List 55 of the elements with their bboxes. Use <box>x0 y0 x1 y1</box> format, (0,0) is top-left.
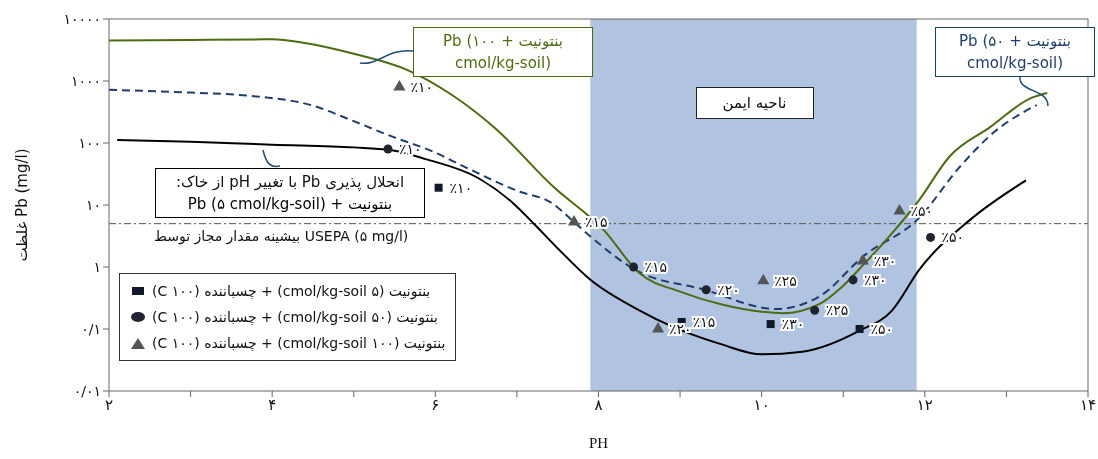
x-tick-label: ۱۲ <box>916 395 933 414</box>
annotation: ٪۲۵ <box>774 272 797 289</box>
y-tick-label: ۱۰ <box>85 196 101 213</box>
annotation: ٪۱۰ <box>399 141 422 158</box>
annotation: ٪۲۰ <box>717 281 740 298</box>
x-tick-label: ۸ <box>594 395 603 414</box>
x-tick-label: ۱۴ <box>1079 395 1097 414</box>
y-tick-label: ۱۰۰۰ <box>70 72 101 89</box>
point <box>567 215 581 226</box>
label-frame: انحلال پذیری Pb با تغییر pH از خاک: بنتونیت + Pb (۵ cmol/kg-soil) <box>155 168 425 218</box>
annotation: ٪۳۰ <box>873 252 897 269</box>
point <box>383 144 393 154</box>
point <box>848 275 858 285</box>
annotation: ٪۵۰ <box>910 203 934 220</box>
point <box>766 320 775 329</box>
y-tick-label: ۱ <box>93 258 101 275</box>
point <box>629 262 639 272</box>
annotation: ٪۱۵ <box>692 313 716 330</box>
x-tick-label: ۶ <box>431 395 440 414</box>
label-frame: بنتونیت + Pb (۱۰۰ cmol/kg-soil) <box>413 27 593 77</box>
point <box>434 183 443 192</box>
y-tick-label: ۱۰۰۰۰ <box>63 10 101 27</box>
x-tick-label: ۱۰ <box>753 395 770 414</box>
point <box>393 79 406 91</box>
y-tick-label: ۰/۰۱ <box>73 382 101 399</box>
y-axis-title: غلظت Pb (mg/l) <box>13 148 32 262</box>
ref-line-label: بیشینه مقدار مجاز توسط USEPA (۵ mg/l) <box>154 227 409 245</box>
legend-label: بنتونیت (۵ cmol/kg-soil) + چسباننده (۱۰۰ C) <box>152 282 431 302</box>
line-series <box>116 138 1027 356</box>
label-frame: ناحیه ایمن <box>695 87 814 119</box>
annotation: ٪۵۰ <box>870 321 894 337</box>
point <box>757 273 770 285</box>
x-tick-label: ۴ <box>268 395 277 414</box>
label-frame: بنتونیت + Pb (۵۰ cmol/kg-soil) <box>935 27 1095 77</box>
annotation: ٪۲۵ <box>825 302 849 319</box>
annotation: انحلال پذیری Pb با تغییر pH از خاک: <box>174 172 406 193</box>
annotation: ٪۱۵ <box>644 259 668 275</box>
point <box>855 325 864 333</box>
y-tick-label: ۰/۱ <box>81 320 101 337</box>
x-tick-label: ۲ <box>104 395 114 414</box>
annotation: ٪۳۰ <box>864 271 887 288</box>
legend-label: بنتونیت (۱۰۰ cmol/kg-soil) + چسباننده (۱۰۰ C) <box>152 334 446 354</box>
annotation: ٪۱۰ <box>449 179 473 196</box>
point <box>856 253 869 265</box>
point <box>810 305 820 315</box>
annotation: ٪۳۰ <box>781 316 805 333</box>
series-label: بنتونیت + Pb (۱۰۰ cmol/kg-soil) <box>442 31 564 74</box>
point <box>926 232 936 242</box>
annotation: ٪۱۰ <box>410 79 433 96</box>
point <box>701 285 711 295</box>
legend-label: بنتونیت (۵۰ cmol/kg-soil) + چسباننده (۱۰۰ C) <box>152 308 438 328</box>
y-tick-label: ۱۰۰ <box>78 134 101 151</box>
point <box>651 321 665 333</box>
x-axis-title: PH <box>588 435 609 451</box>
point <box>893 203 906 215</box>
